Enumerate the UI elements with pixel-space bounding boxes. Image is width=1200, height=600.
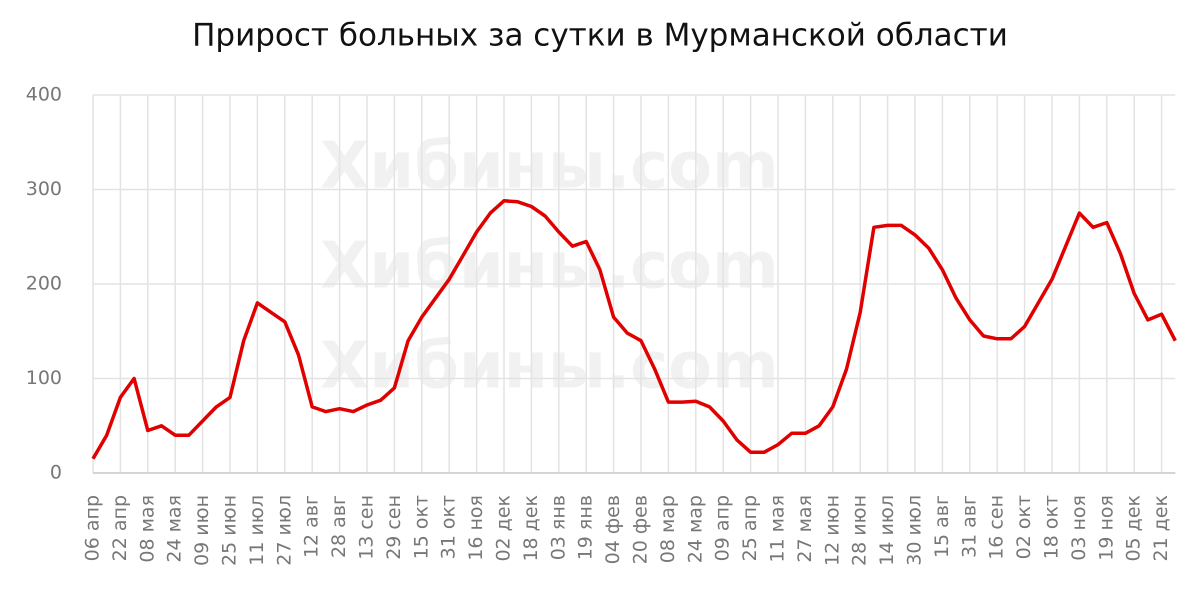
x-tick-label: 09 июн xyxy=(191,495,213,566)
x-tick-label: 22 апр xyxy=(109,495,131,561)
x-tick-label: 29 сен xyxy=(383,495,405,560)
x-tick-label: 08 мар xyxy=(657,495,679,563)
x-tick-label: 03 ноя xyxy=(1068,495,1090,561)
x-tick-label: 13 сен xyxy=(356,495,378,560)
x-tick-label: 12 июн xyxy=(821,495,843,566)
x-tick-label: 11 мая xyxy=(767,495,789,563)
watermark: Хибины.com xyxy=(320,330,779,404)
y-tick-label: 300 xyxy=(26,178,62,200)
watermark: Хибины.com xyxy=(320,130,779,204)
x-tick-label: 19 ноя xyxy=(1095,495,1117,561)
x-tick-label: 21 дек xyxy=(1150,495,1172,562)
x-tick-label: 20 фев xyxy=(630,495,652,564)
x-tick-label: 02 дек xyxy=(493,495,515,562)
x-tick-label: 06 апр xyxy=(82,495,104,561)
y-tick-label: 200 xyxy=(26,273,62,295)
x-tick-label: 15 окт xyxy=(410,495,432,559)
x-tick-label: 18 окт xyxy=(1041,495,1063,559)
x-tick-label: 27 мая xyxy=(794,495,816,563)
y-tick-label: 100 xyxy=(26,367,62,389)
x-tick-label: 31 окт xyxy=(438,495,460,559)
x-tick-label: 16 сен xyxy=(986,495,1008,560)
x-tick-label: 28 авг xyxy=(328,495,350,558)
x-tick-label: 14 июл xyxy=(876,495,898,566)
watermark: Хибины.com xyxy=(320,230,779,304)
x-tick-label: 27 июл xyxy=(273,495,295,566)
x-tick-label: 24 мар xyxy=(684,495,706,563)
x-tick-label: 02 окт xyxy=(1013,495,1035,559)
y-tick-label: 0 xyxy=(50,462,62,484)
x-tick-label: 03 янв xyxy=(547,495,569,560)
x-tick-label: 28 июн xyxy=(849,495,871,566)
x-tick-label: 25 июн xyxy=(219,495,241,566)
x-tick-label: 25 апр xyxy=(739,495,761,561)
x-tick-label: 15 авг xyxy=(931,495,953,558)
watermarks: Хибины.com Хибины.com Хибины.com xyxy=(320,130,779,404)
x-tick-label: 04 фев xyxy=(602,495,624,564)
line xyxy=(91,199,1177,460)
x-tick-label: 24 мая xyxy=(164,495,186,563)
x-tick-label: 19 янв xyxy=(575,495,597,560)
y-tick-label: 400 xyxy=(26,84,62,106)
x-tick-label: 05 дек xyxy=(1123,495,1145,562)
x-tick-label: 16 ноя xyxy=(465,495,487,561)
x-tick-label: 30 июл xyxy=(904,495,926,566)
chart-title: Прирост больных за сутки в Мурманской об… xyxy=(192,18,1008,54)
x-tick-label: 18 дек xyxy=(520,495,542,562)
x-tick-label: 09 апр xyxy=(712,495,734,561)
x-tick-label: 08 мая xyxy=(136,495,158,563)
x-tick-label: 11 июл xyxy=(246,495,268,566)
x-tick-label: 12 авг xyxy=(301,495,323,558)
x-tick-label: 31 авг xyxy=(958,495,980,558)
